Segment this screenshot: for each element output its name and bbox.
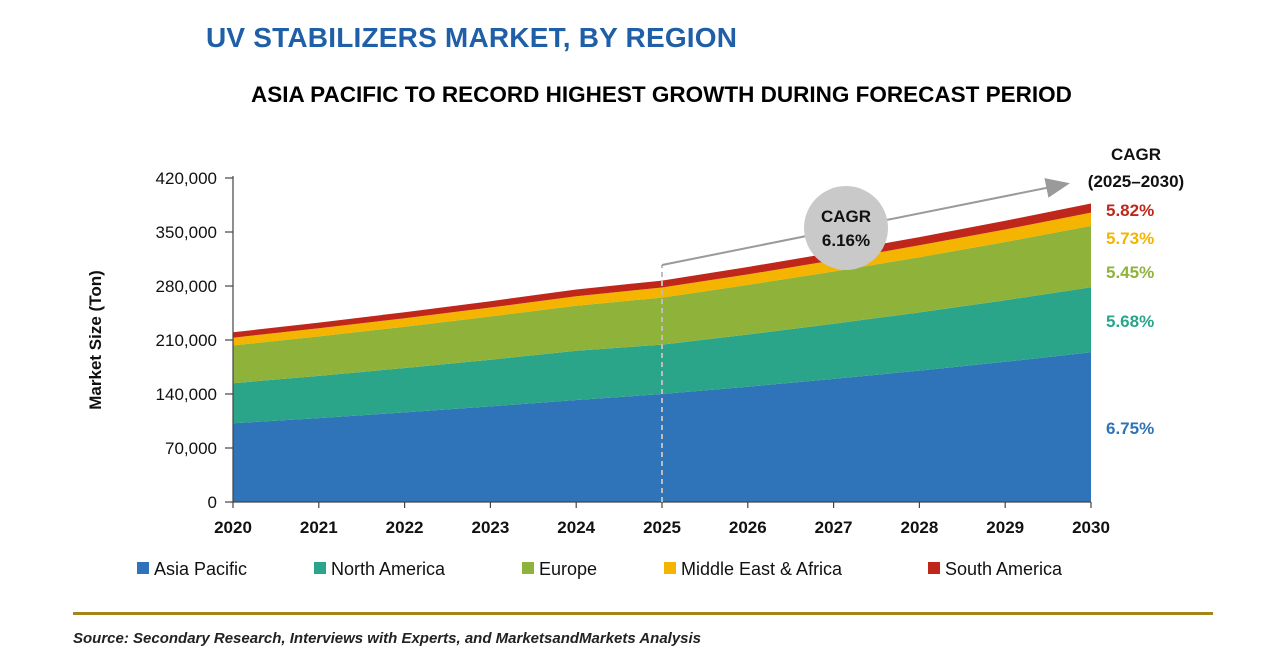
legend-label-asia-pacific: Asia Pacific [154,559,247,579]
y-tick-label: 280,000 [156,277,217,296]
x-tick-label: 2029 [986,518,1024,537]
legend-label-south-america: South America [945,559,1063,579]
segment-cagr-north-america: 5.68% [1106,312,1154,331]
y-tick-label: 350,000 [156,223,217,242]
x-tick-label: 2026 [729,518,767,537]
x-tick-label: 2028 [900,518,938,537]
y-axis-title: Market Size (Ton) [86,270,105,409]
segment-cagr-south-america: 5.82% [1106,201,1154,220]
segment-cagr-period: (2025–2030) [1088,172,1184,191]
area-middle-east-and-africa [233,212,1091,346]
x-tick-label: 2023 [471,518,509,537]
y-tick-label: 70,000 [165,439,217,458]
legend-label-north-america: North America [331,559,446,579]
stacked-area-chart: 0 70,000 140,000 210,000 280,000 350,000 420,0… [86,145,1184,579]
x-tick-label: 2025 [643,518,681,537]
legend-swatch-middle-east-and-africa [664,562,676,574]
cagr-bubble [804,186,888,270]
legend-swatch-asia-pacific [137,562,149,574]
y-tick-label: 210,000 [156,331,217,350]
segment-cagr-europe: 5.45% [1106,263,1154,282]
legend-swatch-north-america [314,562,326,574]
segment-cagr-header: CAGR [1111,145,1161,164]
x-tick-label: 2024 [557,518,595,537]
area-series-group [233,203,1091,502]
x-tick-label: 2027 [815,518,853,537]
y-tick-label: 140,000 [156,385,217,404]
segment-cagr-middle-east-and-africa: 5.73% [1106,229,1154,248]
cagr-bubble-title: CAGR [821,207,871,226]
legend: Asia Pacific North America Europe Middle Ea… [137,559,1063,579]
annotations-group: CAGR 6.16% CAGR (2025–2030) 5.82% 5.73% 5.45% 5… [661,145,1184,502]
axes-group: 0 70,000 140,000 210,000 280,000 350,000 420,0… [86,169,1110,537]
legend-swatch-south-america [928,562,940,574]
x-tick-label: 2020 [214,518,252,537]
x-tick-label: 2021 [300,518,338,537]
footer-divider [73,612,1213,615]
x-tick-label: 2022 [386,518,424,537]
legend-label-europe: Europe [539,559,597,579]
chart-subtitle: ASIA PACIFIC TO RECORD HIGHEST GROWTH DU… [251,82,1072,107]
cagr-bubble-value: 6.16% [822,231,870,250]
legend-swatch-europe [522,562,534,574]
chart-title: UV STABILIZERS MARKET, BY REGION [206,22,738,53]
legend-label-middle-east-and-africa: Middle East & Africa [681,559,843,579]
source-note: Source: Secondary Research, Interviews w… [73,630,702,647]
area-europe [233,225,1091,384]
y-tick-label: 0 [208,493,217,512]
x-tick-label: 2030 [1072,518,1110,537]
area-south-america [233,203,1091,338]
segment-cagr-asia-pacific: 6.75% [1106,419,1154,438]
y-tick-label: 420,000 [156,169,217,188]
